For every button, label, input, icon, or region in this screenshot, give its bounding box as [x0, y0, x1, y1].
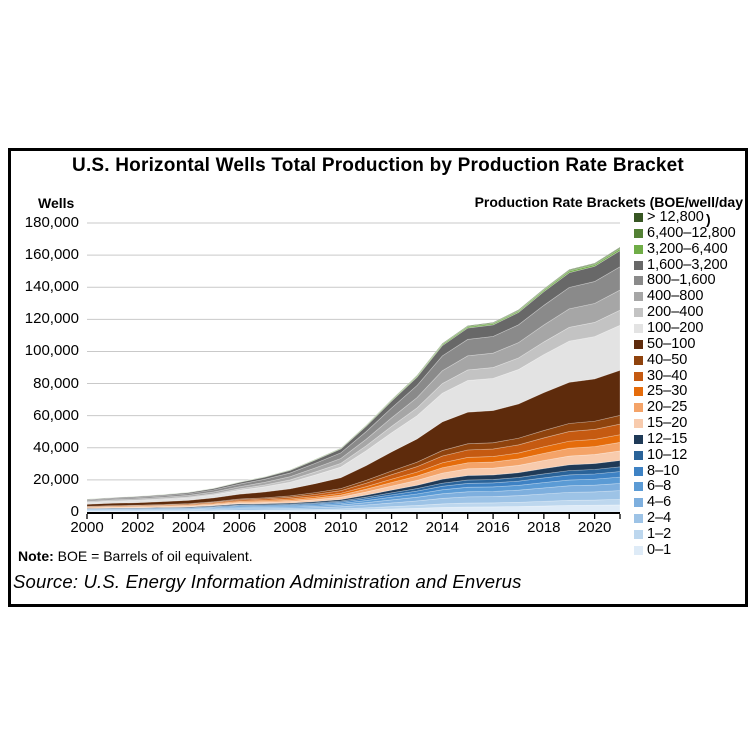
area-band: [86, 369, 621, 507]
legend-swatch: [634, 213, 643, 222]
y-axis-tick-label: 120,000: [24, 310, 79, 328]
note-body: BOE = Barrels of oil equivalent.: [53, 548, 253, 564]
legend-swatch: [634, 292, 643, 302]
area-band: [86, 289, 621, 503]
legend-swatch: [634, 419, 643, 429]
area-band: [86, 471, 621, 511]
x-axis-tick-label: 2014: [425, 519, 460, 536]
x-axis-tick-label: 2004: [171, 519, 206, 536]
legend-swatch: [634, 323, 643, 333]
legend-item-label: 10–12: [647, 446, 688, 463]
area-band: [86, 246, 621, 500]
y-axis-tick-label: 100,000: [24, 342, 79, 360]
y-axis-title: Wells: [38, 195, 75, 211]
y-axis-tick-label: 140,000: [24, 278, 79, 296]
legend-swatch: [634, 387, 643, 397]
x-axis-tick-label: 2000: [70, 519, 104, 536]
x-axis-tick-label: 2018: [527, 519, 561, 536]
legend-item-label: 800–1,600: [647, 272, 716, 289]
chart-title: U.S. Horizontal Wells Total Production b…: [72, 155, 684, 176]
area-band: [86, 414, 621, 508]
legend-item-label: 3,200–6,400: [647, 240, 728, 257]
y-axis-tick-label: 180,000: [24, 214, 79, 231]
legend-swatch: [634, 228, 643, 238]
legend-swatch: [634, 403, 643, 413]
area-band: [86, 423, 621, 508]
legend-title: Production Rate Brackets (BOE/well/day: [474, 194, 743, 210]
chart-panel: U.S. Horizontal Wells Total Production b…: [8, 148, 748, 607]
legend-swatch: [634, 498, 643, 508]
legend-item-label: 2–4: [647, 510, 672, 527]
y-axis-tick-label: 0: [70, 503, 79, 520]
legend-item-label: 400–800: [647, 288, 704, 305]
legend-item-label: 100–200: [647, 319, 704, 336]
legend-item-label: 1–2: [647, 526, 672, 542]
source-text: Source: U.S. Energy Information Administ…: [13, 571, 522, 592]
legend-swatch: [634, 530, 643, 539]
x-axis-tick-label: 2006: [222, 519, 256, 536]
legend-item-label: 25–30: [647, 383, 688, 400]
note-label: Note:: [18, 548, 54, 564]
area-band: [86, 434, 621, 509]
legend-item-label: 6–8: [647, 478, 672, 495]
legend-title-overflow: ): [706, 211, 711, 227]
legend-item-label: 6,400–12,800: [647, 224, 736, 241]
area-band: [86, 460, 621, 510]
y-axis-tick-label: 40,000: [33, 438, 79, 456]
legend-item-label: 40–50: [647, 351, 688, 368]
legend-swatch: [634, 355, 643, 365]
legend-swatch: [634, 434, 643, 444]
x-axis-tick-label: 2002: [121, 519, 155, 536]
legend-item-label: 50–100: [647, 335, 696, 352]
y-axis-tick-label: 20,000: [33, 470, 79, 488]
legend-item-label: 0–1: [647, 541, 672, 558]
legend-swatch: [634, 308, 643, 318]
area-band: [86, 483, 621, 511]
legend-item-label: 12–15: [647, 430, 688, 447]
legend-swatch: [634, 450, 643, 460]
legend-swatch: [634, 466, 643, 476]
area-band: [86, 450, 621, 509]
x-axis-tick-label: 2010: [324, 519, 358, 536]
x-axis-tick-label: 2020: [577, 519, 612, 536]
x-axis-tick-label: 2008: [273, 519, 307, 536]
legend-swatch: [634, 371, 643, 381]
legend-swatch: [634, 260, 643, 270]
area-band: [86, 476, 621, 511]
legend-swatch: [634, 244, 643, 254]
legend-item-label: > 12,800: [647, 209, 704, 225]
legend-swatch: [634, 545, 643, 555]
area-band: [86, 490, 621, 512]
legend-item-label: 8–10: [647, 462, 680, 479]
legend-item-label: 200–400: [647, 304, 704, 321]
y-axis-tick-label: 60,000: [33, 406, 79, 424]
legend-swatch: [634, 339, 643, 349]
legend-item-label: 20–25: [647, 399, 688, 416]
area-band: [86, 441, 621, 509]
y-axis-tick-label: 80,000: [33, 374, 79, 392]
legend-item-label: 15–20: [647, 415, 688, 432]
x-axis-tick-label: 2016: [476, 519, 510, 536]
legend-swatch: [634, 276, 643, 286]
note-text: Note: BOE = Barrels of oil equivalent.: [18, 548, 253, 564]
legend-item-label: 30–40: [647, 367, 688, 384]
x-axis-tick-label: 2012: [374, 519, 409, 536]
legend-swatch: [634, 514, 643, 524]
legend-swatch: [634, 482, 643, 492]
legend-item-label: 4–6: [647, 494, 672, 511]
stacked-area-chart: [86, 222, 621, 519]
legend-item-label: 1,600–3,200: [647, 256, 728, 273]
y-axis-tick-label: 160,000: [24, 246, 79, 264]
